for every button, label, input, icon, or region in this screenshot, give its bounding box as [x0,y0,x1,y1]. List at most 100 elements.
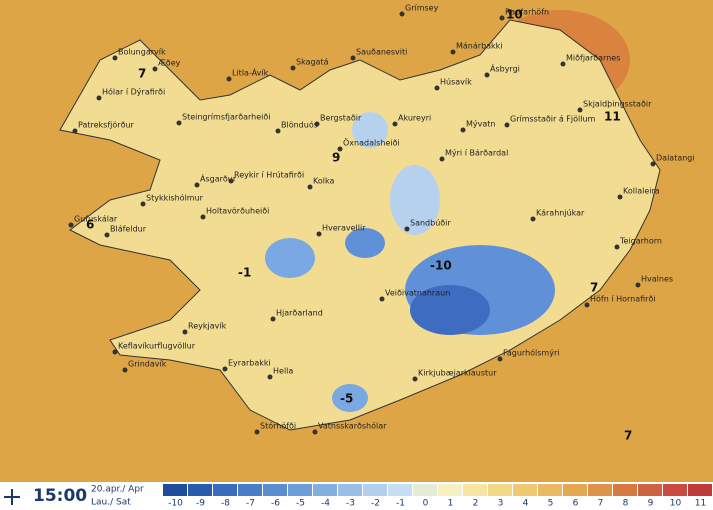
legend-swatch [363,484,387,496]
place-label: Mýri í Bárðardal [445,149,508,158]
place-label: Sandbúðir [410,219,451,228]
temperature-label: 11 [604,110,621,124]
station-dot [96,95,102,101]
temperature-label: 7 [624,429,632,443]
legend-label: 2 [473,499,479,509]
station-dot [152,66,158,72]
place-label: Holtavörðuheiði [206,207,269,216]
station-dot [122,367,128,373]
place-label: Skagatá [296,58,329,67]
legend-swatch [263,484,287,496]
station-dot [584,302,590,308]
day: Lau./ Sat [91,498,131,508]
place-label: Stórhöfði [260,421,296,431]
place-label: Hella [273,367,293,376]
legend-swatch [638,484,662,496]
station-dot [222,366,228,372]
cold-area [265,238,315,278]
sun-icon [4,489,20,505]
station-dot [504,122,510,128]
legend-swatch [563,484,587,496]
legend-label: 11 [695,499,706,509]
place-label: Akureyri [398,114,431,123]
legend-label: 9 [648,499,654,509]
legend-label: -3 [346,499,355,509]
legend-label: -10 [168,499,183,509]
place-label: Kárahnjúkar [536,209,585,218]
place-label: Miðfjarðarnes [566,54,620,63]
station-dot [270,316,276,322]
place-label: Keflavíkurflugvöllur [118,342,196,351]
station-dot [254,429,260,435]
place-label: Æðey [158,59,181,68]
place-label: Mánárbakki [456,42,503,51]
legend-label: -8 [221,499,230,509]
legend-swatch [213,484,237,496]
place-label: Bolungarvík [118,48,166,57]
place-label: Raufarhöfn [505,8,549,17]
temperature-label: 10 [506,8,523,22]
legend-label: -4 [321,499,330,509]
station-dot [439,156,445,162]
place-label: Eyrarbakki [228,359,271,368]
legend-swatch [688,484,712,496]
legend-swatch [338,484,362,496]
station-dot [72,128,78,134]
cold-area [410,285,490,335]
legend-swatch [513,484,537,496]
legend-swatch [188,484,212,496]
station-dot [290,65,296,71]
station-dot [484,72,490,78]
place-label: Hveravellir [322,224,366,233]
place-label: Blönduós [281,120,318,130]
station-dot [182,329,188,335]
station-dot [530,216,536,222]
legend-label: 5 [548,499,554,509]
place-label: Stykkishólmur [146,193,204,203]
station-dot [577,107,583,113]
legend-label: -5 [296,499,305,509]
legend-label: 1 [448,499,454,509]
station-dot [614,244,620,250]
temperature-label: -10 [430,259,452,273]
place-label: Bláfeldur [110,225,147,234]
station-dot [226,76,232,82]
legend-swatch [538,484,562,496]
cold-area [332,384,368,412]
legend-label: 4 [523,499,529,509]
station-dot [200,214,206,220]
place-label: Vatnsskarðshólar [318,421,387,431]
place-label: Hjarðarland [276,309,323,318]
legend-swatch [413,484,437,496]
station-dot [176,120,182,126]
temperature-label: 7 [138,67,146,81]
station-dot [412,376,418,382]
station-dot [499,15,505,21]
legend-swatch [663,484,687,496]
legend-swatch [488,484,512,496]
time: 15:00 [33,486,87,506]
station-dot [399,11,405,17]
legend-label: -1 [396,499,405,509]
station-dot [379,296,385,302]
station-dot [404,226,410,232]
station-dot [650,161,656,167]
legend-swatch [438,484,462,496]
legend-swatch [388,484,412,496]
legend-label: -2 [371,499,380,509]
place-label: Ásbyrgi [490,63,520,74]
station-dot [275,128,281,134]
place-label: Höfn í Hornafirði [590,295,656,304]
place-label: Gufuskálar [74,215,118,224]
legend-label: 10 [670,499,682,509]
station-dot [307,184,313,190]
legend-swatch [613,484,637,496]
place-label: Dalatangi [656,154,695,163]
station-dot [337,146,343,152]
station-dot [104,232,110,238]
station-dot [392,121,398,127]
station-dot [267,374,273,380]
station-dot [350,55,356,61]
legend-label: -9 [196,499,205,509]
station-dot [68,222,74,228]
